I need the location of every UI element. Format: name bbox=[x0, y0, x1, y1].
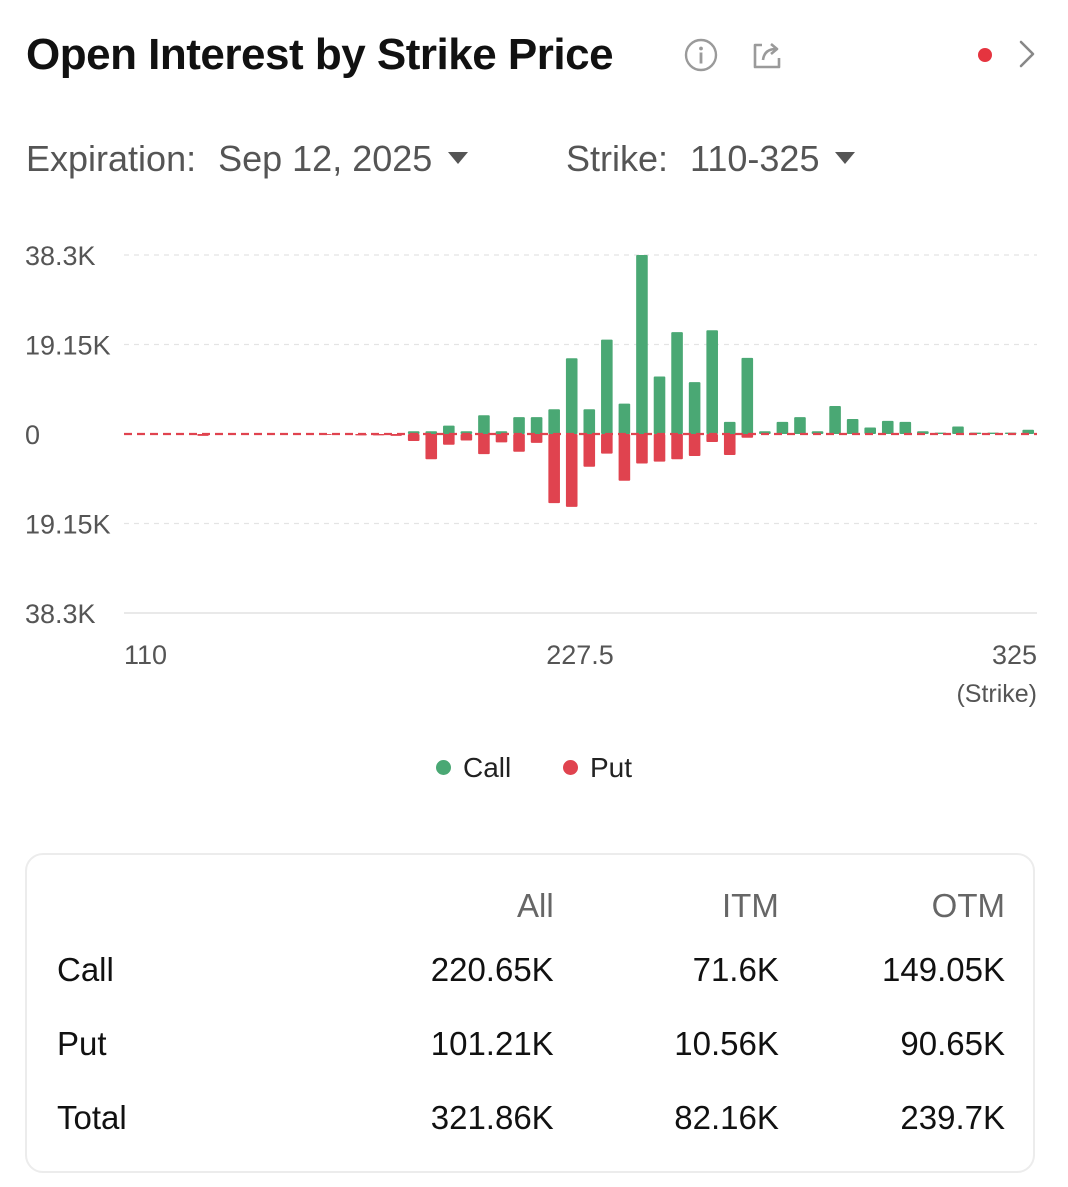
y-tick-label: 38.3K bbox=[25, 241, 96, 271]
summary-cell: 90.65K bbox=[900, 1025, 1005, 1062]
strike-value: 110-325 bbox=[690, 138, 820, 179]
summary-row-label: Total bbox=[57, 1099, 127, 1136]
summary-header-empty bbox=[57, 879, 307, 933]
put-bar bbox=[548, 434, 560, 504]
summary-cell: 239.7K bbox=[900, 1099, 1005, 1136]
summary-cell: 71.6K bbox=[692, 951, 779, 988]
summary-row-put: Put 101.21K 10.56K 90.65K bbox=[57, 1007, 1005, 1081]
put-bar bbox=[653, 434, 666, 462]
summary-table: All ITM OTM Call 220.65K 71.6K 149.05K P… bbox=[57, 879, 1005, 1155]
x-axis-unit-label: (Strike) bbox=[956, 680, 1037, 708]
call-bar bbox=[583, 409, 596, 434]
put-bar bbox=[688, 434, 701, 456]
put-bar bbox=[601, 434, 613, 454]
call-bar bbox=[618, 403, 631, 434]
summary-header-row: All ITM OTM bbox=[57, 879, 1005, 933]
call-bar bbox=[846, 419, 859, 434]
summary-cell: 149.05K bbox=[882, 951, 1005, 988]
call-bar bbox=[723, 421, 736, 434]
put-bar bbox=[723, 434, 736, 456]
call-bar bbox=[829, 405, 841, 434]
strike-caret-icon bbox=[835, 152, 856, 165]
call-bar bbox=[636, 255, 648, 434]
call-bar bbox=[443, 425, 455, 434]
summary-row-label: Call bbox=[57, 951, 114, 988]
chart-header: Open Interest by Strike Price bbox=[26, 22, 1042, 86]
summary-row-call: Call 220.65K 71.6K 149.05K bbox=[57, 933, 1005, 1007]
y-tick-label: 38.3K bbox=[25, 599, 96, 629]
summary-card: All ITM OTM Call 220.65K 71.6K 149.05K P… bbox=[25, 853, 1035, 1173]
put-bar bbox=[530, 434, 543, 443]
chart-title: Open Interest by Strike Price bbox=[26, 30, 614, 79]
summary-header-itm: ITM bbox=[722, 887, 779, 924]
call-bar bbox=[864, 427, 876, 434]
call-bar bbox=[548, 409, 560, 434]
call-bar bbox=[794, 417, 806, 434]
put-bar bbox=[407, 434, 420, 442]
legend-call-dot bbox=[435, 760, 451, 775]
expiration-label: Expiration: bbox=[26, 138, 197, 179]
chevron-right-icon[interactable] bbox=[1016, 38, 1038, 70]
share-icon[interactable] bbox=[750, 38, 784, 72]
y-tick-label: 19.15K bbox=[25, 510, 111, 540]
summary-row-label: Put bbox=[57, 1025, 107, 1062]
put-bar bbox=[565, 434, 578, 507]
put-bar bbox=[513, 434, 525, 452]
strike-label: Strike: bbox=[566, 138, 669, 179]
put-bar bbox=[636, 434, 648, 464]
put-bar bbox=[671, 434, 683, 460]
summary-row-total: Total 321.86K 82.16K 239.7K bbox=[57, 1081, 1005, 1155]
call-bar bbox=[530, 417, 543, 434]
call-bar bbox=[706, 330, 718, 434]
call-bar bbox=[881, 420, 894, 434]
x-tick-label: 110 bbox=[124, 640, 167, 670]
summary-cell: 10.56K bbox=[674, 1025, 779, 1062]
call-bar bbox=[899, 421, 912, 434]
call-bar bbox=[688, 382, 701, 434]
call-bar bbox=[478, 415, 490, 434]
put-bar bbox=[706, 434, 718, 442]
x-tick-label: 325 bbox=[992, 640, 1037, 670]
chart-legend: Call Put bbox=[0, 750, 1068, 784]
call-bar bbox=[653, 376, 666, 434]
call-bar bbox=[565, 358, 578, 434]
summary-cell: 101.21K bbox=[430, 1025, 554, 1062]
put-bar bbox=[443, 434, 455, 445]
open-interest-chart: 38.3K 19.15K 0 19.15K 38.3K 110 227.5 325 (Strik… bbox=[25, 241, 1037, 708]
call-bar bbox=[741, 357, 754, 434]
summary-cell: 82.16K bbox=[674, 1099, 779, 1136]
legend-call[interactable]: Call bbox=[435, 751, 512, 784]
info-icon[interactable] bbox=[684, 38, 718, 72]
summary-cell: 321.86K bbox=[430, 1099, 554, 1136]
y-tick-label: 19.15K bbox=[25, 331, 111, 361]
call-bar bbox=[776, 421, 789, 434]
call-bar bbox=[601, 339, 613, 434]
legend-call-label: Call bbox=[462, 751, 512, 783]
expiration-filter[interactable]: Expiration: Sep 12, 2025 bbox=[26, 138, 469, 180]
expiration-value: Sep 12, 2025 bbox=[218, 138, 433, 179]
x-tick-label: 227.5 bbox=[546, 640, 614, 670]
expiration-caret-icon bbox=[448, 152, 469, 165]
put-bar bbox=[495, 434, 508, 443]
put-bar bbox=[583, 434, 596, 467]
red-dot-indicator bbox=[978, 48, 992, 62]
summary-cell: 220.65K bbox=[430, 951, 554, 988]
call-bar bbox=[671, 332, 683, 434]
strike-filter[interactable]: Strike: 110-325 bbox=[566, 138, 856, 180]
summary-header-all: All bbox=[517, 887, 554, 924]
call-bar bbox=[952, 426, 964, 434]
put-bar bbox=[618, 434, 631, 481]
put-bar bbox=[478, 434, 490, 455]
y-tick-label: 0 bbox=[25, 420, 40, 450]
put-bar bbox=[425, 434, 438, 460]
legend-put-label: Put bbox=[589, 751, 633, 783]
legend-put[interactable]: Put bbox=[562, 751, 633, 784]
summary-header-otm: OTM bbox=[931, 887, 1005, 924]
call-bar bbox=[513, 417, 525, 434]
put-bar bbox=[460, 434, 473, 441]
legend-put-dot bbox=[562, 760, 578, 775]
